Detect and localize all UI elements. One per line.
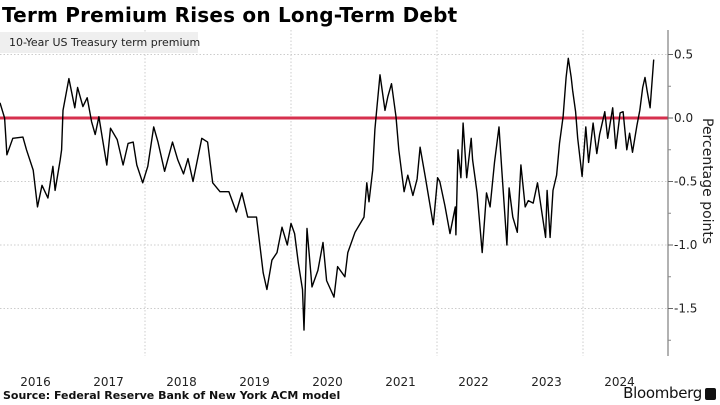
- series-line-term-premium: [0, 57, 655, 331]
- x-tick-label: 2016: [20, 375, 51, 389]
- x-tick-label: 2019: [239, 375, 270, 389]
- x-tick-label: 2017: [93, 375, 124, 389]
- y-tick-label: 0.0: [674, 111, 693, 125]
- x-tick-label: 2022: [458, 375, 489, 389]
- legend: 10-Year US Treasury term premium: [0, 32, 201, 53]
- bloomberg-terminal-icon: [705, 388, 716, 400]
- y-axis-label: Percentage points: [699, 118, 715, 244]
- gridlines: [0, 30, 668, 356]
- x-tick-label: 2024: [604, 375, 635, 389]
- x-tick-label: 2021: [385, 375, 416, 389]
- legend-label: 10-Year US Treasury term premium: [9, 36, 201, 49]
- brand-logo: Bloomberg: [623, 384, 702, 402]
- x-tick-label: 2023: [531, 375, 562, 389]
- x-tick-label: 2020: [312, 375, 343, 389]
- y-axis-ticks: 0.5 0.0 -0.5 -1.0 -1.5: [668, 48, 697, 341]
- x-axis-ticks: 2016 2017 2018 2019 2020 2021 2022 2023 2024: [20, 375, 635, 389]
- source-note: Source: Federal Reserve Bank of New York…: [3, 389, 341, 402]
- y-tick-label: -1.0: [674, 238, 697, 252]
- x-tick-label: 2018: [166, 375, 197, 389]
- chart-title: Term Premium Rises on Long-Term Debt: [2, 3, 458, 27]
- y-tick-label: -0.5: [674, 175, 697, 189]
- y-tick-label: -1.5: [674, 302, 697, 316]
- y-tick-label: 0.5: [674, 48, 693, 62]
